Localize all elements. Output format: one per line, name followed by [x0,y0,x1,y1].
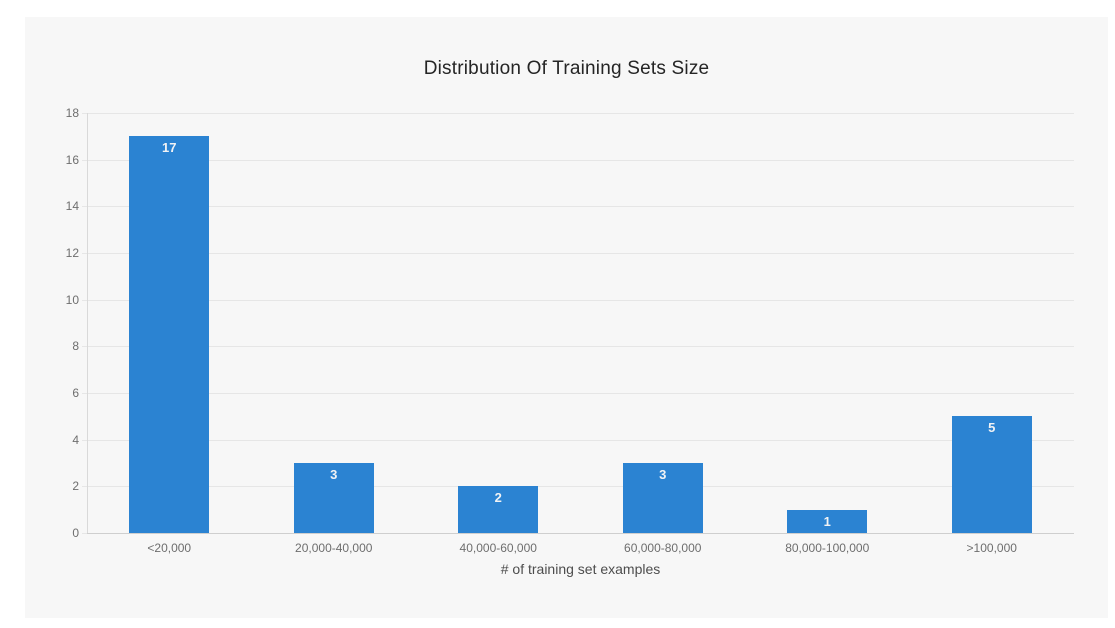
y-tick-mark [82,159,87,161]
x-tick-label: >100,000 [966,541,1017,555]
bar[interactable]: 1 [787,509,868,533]
bar-value-label: 1 [823,513,831,529]
x-axis-title: # of training set examples [500,561,661,577]
y-tick-label: 8 [72,339,79,354]
y-tick-label: 0 [72,526,79,540]
bar-value-label: 2 [494,490,502,506]
gridline [87,439,1074,441]
gridline [87,393,1074,394]
plot-area: 0 2 4 6 8 10 12 14 16 18 17 <20,000 3 20,000-40,000 2 4… [25,17,1108,618]
bar[interactable]: 3 [622,463,703,533]
bar-value-label: 3 [330,467,338,482]
y-tick-label: 14 [65,199,79,214]
y-tick-label: 6 [72,386,79,400]
bar[interactable]: 2 [458,486,539,533]
y-tick-mark [82,253,87,254]
gridline [87,206,1074,208]
y-tick-mark [82,393,87,394]
chart-panel: Distribution Of Training Sets Size 0 2 4 6 8… [25,17,1108,618]
y-tick-mark [82,299,87,301]
bar-value-label: 5 [988,420,996,436]
chart-title: Distribution Of Training Sets Size [423,57,710,79]
x-tick-label: 20,000-40,000 [295,541,373,555]
bar-value-label: 3 [659,467,667,482]
y-tick-mark [82,113,87,114]
bar[interactable]: 3 [293,463,374,533]
x-tick-label: 80,000-100,000 [785,541,870,555]
y-tick-mark [82,346,87,348]
x-tick-label: <20,000 [147,541,192,555]
gridline [87,159,1074,161]
gridline [87,299,1074,301]
y-tick-label: 18 [65,106,79,120]
y-tick-mark [82,439,87,441]
y-tick-mark [82,206,87,208]
bar[interactable]: 5 [951,416,1032,533]
gridline [87,253,1074,254]
gridline [87,346,1074,348]
y-tick-mark [82,486,87,488]
y-tick-label: 12 [65,246,79,260]
y-axis-line [87,113,88,533]
y-tick-label: 4 [72,432,79,447]
y-tick-mark [82,533,87,534]
gridline [87,486,1074,488]
y-tick-label: 16 [65,152,79,167]
bar[interactable]: 17 [129,136,210,533]
y-tick-label: 10 [65,292,79,307]
x-tick-label: 60,000-80,000 [624,541,702,555]
gridline [87,113,1074,114]
gridline [87,533,1074,534]
x-tick-label: 40,000-60,000 [459,541,537,555]
y-tick-label: 2 [72,479,79,494]
bar-value-label: 17 [162,140,177,156]
